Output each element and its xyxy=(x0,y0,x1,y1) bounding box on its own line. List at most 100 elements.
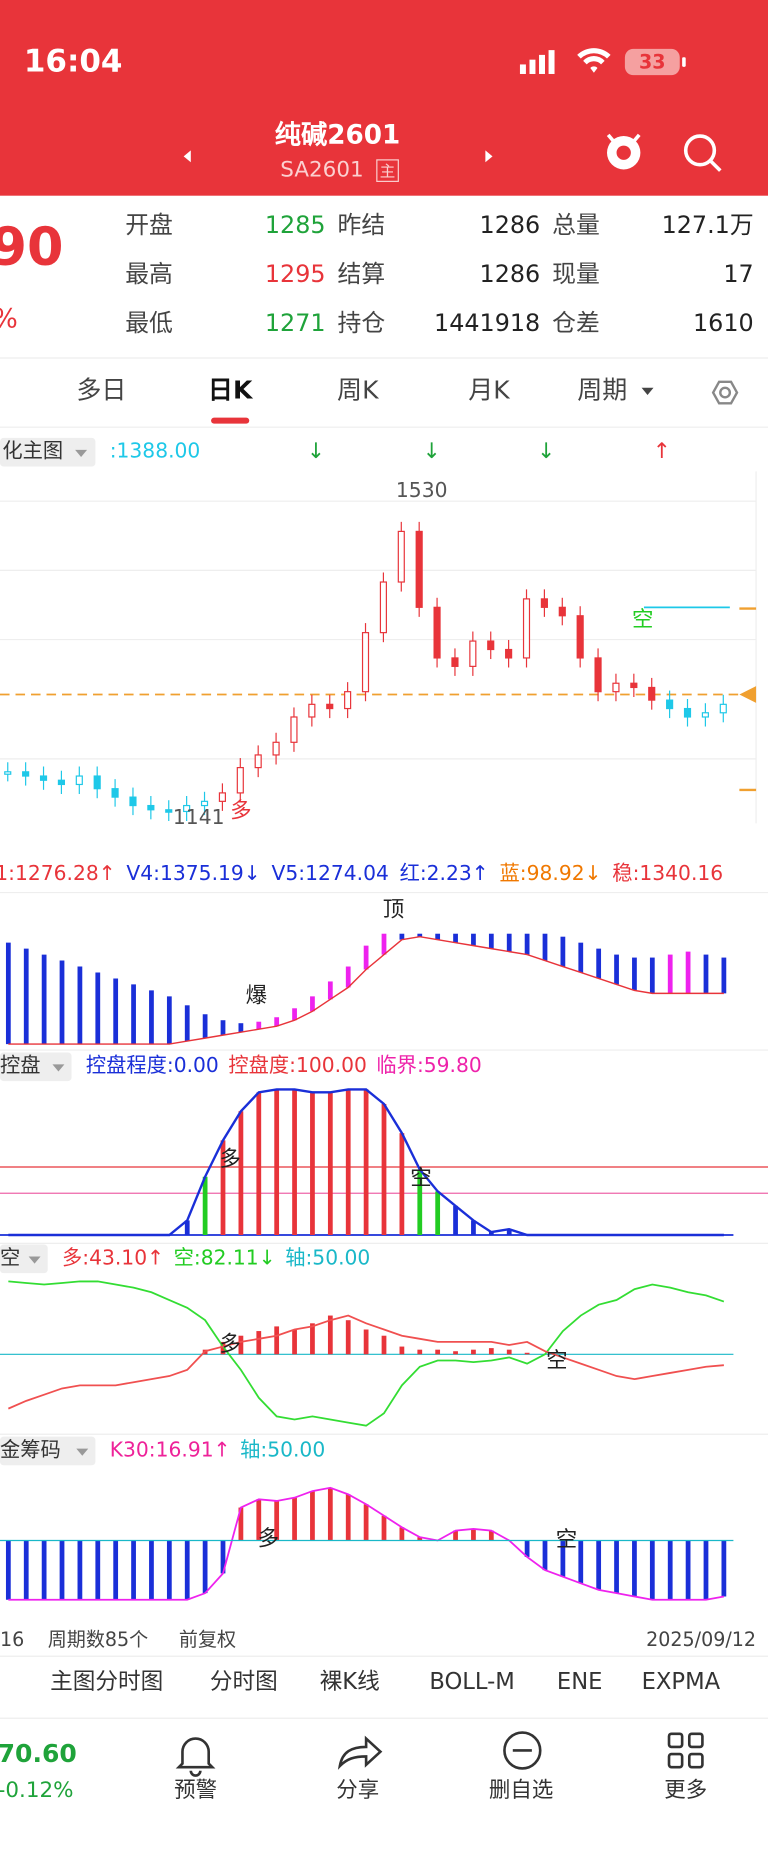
indicator-tab[interactable]: ENE xyxy=(557,1669,603,1695)
quote-value: 1286 xyxy=(480,211,541,239)
candle xyxy=(165,809,173,813)
candle xyxy=(683,707,692,718)
indicator-tab[interactable]: 主图分时图 xyxy=(50,1669,163,1695)
action-label[interactable]: 删自选 xyxy=(489,1778,553,1803)
candle xyxy=(719,703,727,714)
action-label[interactable]: 预警 xyxy=(174,1778,217,1803)
contract-name: 纯碱2601 xyxy=(275,120,400,151)
period-tab[interactable]: 多日 xyxy=(76,375,126,404)
long-mark: 多 xyxy=(258,1526,279,1551)
quote-value: 1441918 xyxy=(434,309,540,337)
candle xyxy=(290,716,298,743)
candle xyxy=(147,804,155,811)
status-icons xyxy=(519,48,686,76)
adjust-mode: 前复权 xyxy=(179,1629,236,1651)
candle xyxy=(93,775,101,790)
indicator-name: 金筹码 xyxy=(0,1437,61,1461)
quote-value: 1610 xyxy=(693,309,754,337)
short-mark: 空 xyxy=(632,607,653,632)
candle xyxy=(254,754,262,769)
candle xyxy=(379,581,387,634)
candle xyxy=(57,779,65,786)
period-tab[interactable]: 日K xyxy=(208,375,254,404)
candle xyxy=(701,712,709,718)
settings-icon[interactable] xyxy=(711,380,739,405)
dropdown-caret xyxy=(76,1448,89,1456)
legend-item: 多:43.10↑ xyxy=(62,1245,164,1269)
indicator-chip[interactable] xyxy=(0,437,96,467)
candle xyxy=(630,682,638,689)
green-line xyxy=(8,1280,725,1427)
indicator-name: 控盘 xyxy=(0,1053,41,1077)
bottom-price: 70.60 xyxy=(0,1739,77,1768)
quote-value: 1271 xyxy=(265,309,326,337)
quote-label: 持仓 xyxy=(337,309,385,337)
bell-icon[interactable] xyxy=(175,1737,216,1777)
more-icon[interactable] xyxy=(667,1732,704,1769)
quote-label: 总量 xyxy=(552,211,600,239)
candle xyxy=(218,792,226,802)
candle xyxy=(308,703,316,718)
indicator-chip[interactable] xyxy=(0,1052,72,1082)
period-tab[interactable]: 周K xyxy=(337,375,379,404)
action-label[interactable]: 分享 xyxy=(336,1778,379,1803)
indicator-chip[interactable] xyxy=(0,1244,48,1274)
candle xyxy=(433,606,441,659)
candle xyxy=(4,771,12,775)
legend-item: 临界:59.80 xyxy=(376,1053,481,1077)
action-label[interactable]: 更多 xyxy=(664,1778,707,1803)
long-mark: 多 xyxy=(219,1332,240,1357)
legend-item: 红:2.23↑ xyxy=(400,861,489,885)
dropdown-caret[interactable] xyxy=(641,387,654,395)
candle xyxy=(576,615,584,659)
indicator-name: 化主图 xyxy=(2,439,63,463)
candle xyxy=(415,530,423,608)
legend-item: K30:16.91↑ xyxy=(110,1437,231,1461)
low-label: 1141 xyxy=(173,805,225,829)
dropdown-caret xyxy=(75,449,88,458)
bottom-icons xyxy=(175,1731,704,1777)
dropdown-caret xyxy=(28,1256,41,1264)
remove-icon[interactable] xyxy=(503,1731,542,1770)
candle xyxy=(272,741,280,756)
candle xyxy=(111,788,119,798)
burst-mark: 爆 xyxy=(246,983,267,1008)
indicator-value: :1388.00 xyxy=(110,439,201,463)
legend-item: 轴:50.00 xyxy=(285,1245,370,1269)
candle xyxy=(505,648,513,659)
candle xyxy=(594,657,602,693)
short-mark: 空 xyxy=(410,1166,431,1191)
period-tab[interactable]: 月K xyxy=(468,375,510,404)
indicator-tab[interactable]: BOLL-M xyxy=(429,1669,515,1695)
indicator-tab[interactable]: EXPMA xyxy=(642,1669,721,1695)
price-pointer xyxy=(739,686,757,703)
share-icon[interactable] xyxy=(337,1735,383,1770)
search-icon[interactable] xyxy=(683,134,722,172)
quote-value: 1286 xyxy=(480,260,541,288)
candle xyxy=(361,632,370,693)
candle xyxy=(469,640,477,667)
indicator-tab[interactable]: 分时图 xyxy=(210,1669,278,1695)
candle xyxy=(558,606,566,617)
candle xyxy=(540,598,548,608)
indicator-chip[interactable] xyxy=(0,1436,96,1466)
quote-value: 127.1万 xyxy=(662,211,754,239)
clock: 16:04 xyxy=(24,44,123,80)
legend-item: 控盘度:100.00 xyxy=(228,1053,367,1077)
quote-label: 最高 xyxy=(125,260,173,288)
badge-box xyxy=(376,159,399,182)
long-mark: 多 xyxy=(219,1147,240,1172)
long-mark: 多 xyxy=(230,798,251,823)
period-tab[interactable]: 周期 xyxy=(577,375,627,404)
indicator-tab[interactable]: 裸K线 xyxy=(320,1669,380,1695)
k30-line xyxy=(8,1486,725,1601)
candle xyxy=(451,657,459,667)
candle xyxy=(39,775,48,781)
assistant-icon[interactable] xyxy=(606,133,641,170)
signal-line xyxy=(8,935,724,1045)
candle xyxy=(666,699,674,710)
tab-underline xyxy=(211,417,250,424)
short-mark: 空 xyxy=(546,1348,567,1373)
